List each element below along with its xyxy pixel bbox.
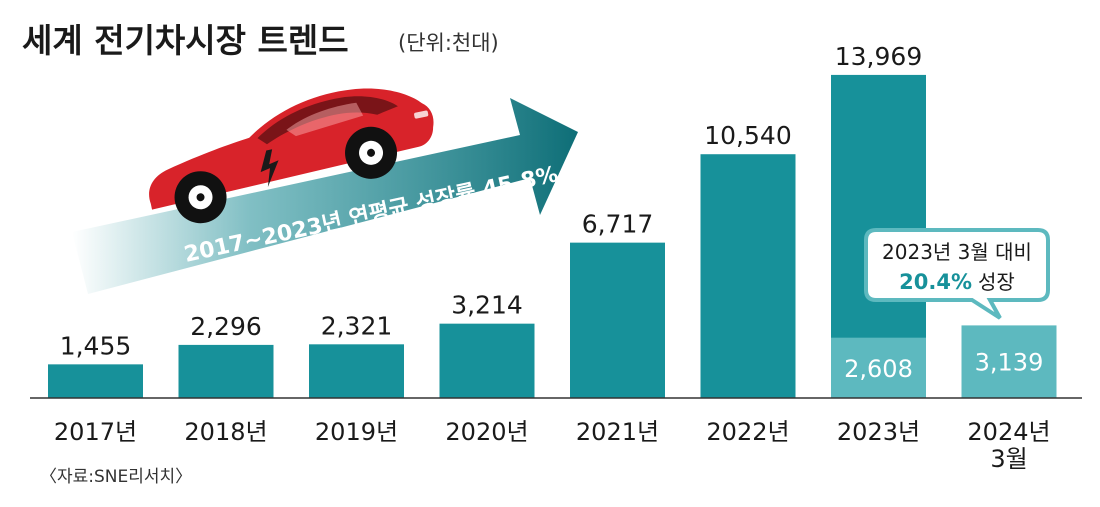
source-note: 〈자료:SNE리서치〉 [40, 467, 192, 487]
x-tick-label: 2023년 [837, 418, 920, 446]
unit-label: (단위:천대) [398, 31, 499, 55]
bar-1 [48, 364, 143, 398]
bar-2 [178, 344, 274, 398]
bar-value-label: 6,717 [582, 210, 654, 239]
bubble-line1: 2023년 3월 대비 [882, 240, 1032, 264]
bar-value-label: 13,969 [835, 42, 922, 71]
electric-car-icon [149, 88, 434, 224]
bar-value-label: 1,455 [60, 331, 132, 360]
bar-value-label: 2,296 [190, 312, 262, 341]
x-tick-label: 2020년 [445, 418, 528, 446]
bar-3 [309, 344, 404, 398]
bubble-percent: 20.4% [899, 270, 972, 294]
x-tick-label: 2018년 [184, 418, 267, 446]
x-tick-label: 2019년 [315, 418, 398, 446]
comparison-bubble: 2023년 3월 대비 20.4% 성장 [864, 228, 1050, 320]
bubble-line2: 20.4% 성장 [899, 270, 1015, 294]
chart-title: 세계 전기차시장 트렌드 [22, 21, 349, 60]
bar-sub-segment [831, 337, 926, 398]
bar-8 [961, 325, 1057, 398]
bar-value-label: 3,139 [975, 349, 1044, 377]
bar-6 [700, 154, 796, 398]
x-tick-label: 3월 [990, 445, 1027, 473]
bar-4 [439, 323, 535, 398]
bubble-suffix: 성장 [978, 270, 1015, 294]
bar-5 [570, 242, 665, 398]
x-tick-label: 2021년 [576, 418, 659, 446]
bar-value-label: 10,540 [704, 121, 791, 150]
lightning-bolt-icon [260, 149, 279, 188]
bar-value-label: 2,321 [321, 311, 393, 340]
x-tick-label: 2017년 [54, 418, 137, 446]
bar-sub-value-label: 2,608 [844, 355, 913, 383]
bar-value-label: 3,214 [451, 291, 523, 320]
x-tick-label: 2022년 [706, 418, 789, 446]
x-tick-label: 2024년 [967, 418, 1050, 446]
